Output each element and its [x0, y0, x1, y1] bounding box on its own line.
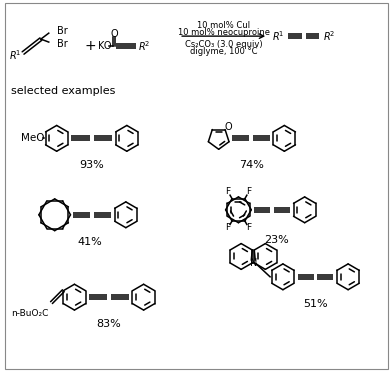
Text: 83%: 83% [97, 319, 121, 329]
Text: F: F [246, 187, 251, 196]
Text: Br: Br [57, 39, 67, 49]
Text: 74%: 74% [239, 160, 264, 170]
Text: 23%: 23% [264, 235, 289, 245]
Text: R$^1$: R$^1$ [272, 29, 285, 43]
Text: F: F [226, 187, 231, 196]
Text: R$^2$: R$^2$ [138, 39, 150, 53]
Text: diglyme, 100 °C: diglyme, 100 °C [190, 46, 257, 55]
Text: F: F [226, 223, 231, 232]
Text: 51%: 51% [303, 299, 328, 309]
Text: selected examples: selected examples [11, 86, 116, 96]
Text: 10 mol% neocuproine: 10 mol% neocuproine [178, 28, 270, 37]
Text: R$^1$: R$^1$ [9, 48, 21, 62]
Text: N: N [249, 258, 257, 268]
Text: F: F [246, 223, 251, 232]
Text: Br: Br [57, 26, 67, 36]
Text: KO: KO [98, 41, 112, 51]
Text: n-BuO₂C: n-BuO₂C [11, 309, 48, 318]
Text: 41%: 41% [78, 237, 102, 247]
Text: 10 mol% CuI: 10 mol% CuI [197, 21, 250, 30]
Text: +: + [84, 39, 96, 53]
Text: MeO: MeO [21, 133, 45, 143]
Text: O: O [110, 29, 118, 39]
Text: 93%: 93% [79, 160, 104, 170]
Text: R$^2$: R$^2$ [323, 29, 336, 43]
Text: Cs₂CO₃ (3.0 equiv): Cs₂CO₃ (3.0 equiv) [185, 39, 262, 49]
Text: O: O [224, 122, 232, 132]
